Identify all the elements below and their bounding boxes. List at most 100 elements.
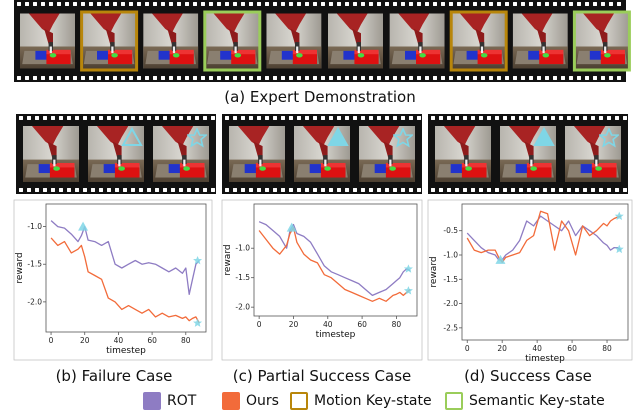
demo-sprocket bbox=[41, 76, 45, 80]
case-2-sprocket bbox=[495, 116, 499, 120]
demo-frame-image bbox=[266, 13, 322, 69]
case-0-sprocket bbox=[43, 116, 47, 120]
demo-sprocket bbox=[609, 76, 613, 80]
demo-sprocket bbox=[241, 2, 245, 6]
case-2-sprocket bbox=[551, 188, 555, 192]
case-2-sprocket bbox=[503, 188, 507, 192]
demo-sprocket bbox=[153, 2, 157, 6]
case-1-sprocket bbox=[401, 188, 405, 192]
case-frame bbox=[500, 126, 556, 182]
demo-sprocket bbox=[209, 76, 213, 80]
case-2-sprocket bbox=[615, 116, 619, 120]
demo-sprocket bbox=[57, 2, 61, 6]
demo-sprocket bbox=[313, 76, 317, 80]
demo-sprocket bbox=[361, 2, 365, 6]
demo-sprocket bbox=[273, 76, 277, 80]
demo-sprocket bbox=[129, 2, 133, 6]
demo-sprocket bbox=[529, 2, 533, 6]
case-1-sprocket bbox=[305, 188, 309, 192]
case-1-sprocket bbox=[337, 116, 341, 120]
demo-sprocket bbox=[281, 76, 285, 80]
case-1-sprocket bbox=[345, 188, 349, 192]
triangle-marker-icon bbox=[327, 126, 349, 146]
demo-sprocket bbox=[105, 2, 109, 6]
demo-sprocket bbox=[121, 76, 125, 80]
case-1-sprocket bbox=[305, 116, 309, 120]
demo-frame-semantic-highlight bbox=[572, 10, 631, 72]
demo-sprocket bbox=[321, 2, 325, 6]
case-2-sprocket bbox=[511, 116, 515, 120]
demo-sprocket bbox=[265, 2, 269, 6]
case-2-sprocket bbox=[479, 116, 483, 120]
y-tick-label: -1.5 bbox=[443, 275, 458, 284]
demo-sprocket bbox=[153, 76, 157, 80]
case-frame bbox=[23, 126, 79, 182]
demo-sprocket bbox=[17, 76, 21, 80]
demo-sprocket bbox=[601, 2, 605, 6]
demo-sprocket bbox=[329, 2, 333, 6]
y-tick-label: -1.5 bbox=[235, 273, 250, 282]
case-2-sprocket bbox=[599, 116, 603, 120]
demo-frame bbox=[143, 13, 199, 69]
demo-sprocket bbox=[593, 2, 597, 6]
demo-sprocket bbox=[585, 76, 589, 80]
triangle-marker-icon bbox=[121, 126, 143, 146]
demo-sprocket bbox=[209, 2, 213, 6]
case-0-sprocket bbox=[195, 116, 199, 120]
demo-frame-motion-highlight bbox=[80, 10, 139, 72]
demo-sprocket bbox=[49, 2, 53, 6]
legend-swatch-ours bbox=[222, 392, 240, 410]
case-1-sprocket bbox=[297, 116, 301, 120]
demo-sprocket bbox=[145, 76, 149, 80]
case-1-sprocket bbox=[273, 188, 277, 192]
demo-sprocket bbox=[617, 76, 621, 80]
case-1-sprocket bbox=[369, 188, 373, 192]
demo-sprocket bbox=[409, 2, 413, 6]
demo-sprocket bbox=[89, 76, 93, 80]
demo-frame bbox=[449, 10, 508, 72]
demo-sprocket bbox=[249, 2, 253, 6]
demo-sprocket bbox=[273, 2, 277, 6]
reward-plot: 0 20 40 60 80 -0.5 -1.0 -1.5 -2.0 -2.5 timestep rew… bbox=[427, 199, 633, 364]
demo-sprocket bbox=[169, 2, 173, 6]
demo-frame-motion-highlight bbox=[449, 10, 508, 72]
caption-partial-success-case: (c) Partial Success Case bbox=[232, 367, 412, 385]
demo-sprocket bbox=[385, 2, 389, 6]
x-tick-label: 0 bbox=[49, 336, 54, 345]
case-1-sprocket bbox=[345, 116, 349, 120]
demo-frame-image bbox=[512, 13, 568, 69]
case-2-sprocket bbox=[487, 188, 491, 192]
case-frame-image bbox=[435, 126, 491, 182]
demo-sprocket bbox=[49, 76, 53, 80]
case-1-sprocket bbox=[393, 116, 397, 120]
demo-sprocket bbox=[601, 76, 605, 80]
x-tick-label: 20 bbox=[289, 320, 299, 329]
demo-sprocket bbox=[241, 76, 245, 80]
x-tick-label: 80 bbox=[392, 320, 402, 329]
case-0-sprocket bbox=[99, 188, 103, 192]
case-frame bbox=[359, 126, 415, 182]
triangle-marker bbox=[78, 221, 89, 231]
x-axis-label: timestep bbox=[525, 354, 565, 364]
demo-sprocket bbox=[25, 2, 29, 6]
demo-sprocket bbox=[553, 2, 557, 6]
y-tick-label: -1.0 bbox=[443, 251, 458, 260]
demo-sprocket bbox=[161, 76, 165, 80]
case-1-sprocket bbox=[385, 116, 389, 120]
case-2-sprocket bbox=[463, 188, 467, 192]
demo-frame bbox=[266, 13, 322, 69]
series-line-ours bbox=[50, 237, 200, 324]
case-0-sprocket bbox=[203, 116, 207, 120]
triangle-marker bbox=[495, 254, 506, 264]
case-2-sprocket bbox=[495, 188, 499, 192]
case-0-sprocket bbox=[27, 116, 31, 120]
case-2-sprocket bbox=[471, 188, 475, 192]
case-1-sprocket bbox=[401, 116, 405, 120]
case-0-sprocket bbox=[155, 116, 159, 120]
demo-sprocket bbox=[377, 2, 381, 6]
case-2-sprocket bbox=[455, 188, 459, 192]
case-1-sprocket bbox=[257, 116, 261, 120]
case-frame bbox=[294, 126, 350, 182]
case-0-sprocket bbox=[179, 116, 183, 120]
demo-sprocket bbox=[465, 2, 469, 6]
